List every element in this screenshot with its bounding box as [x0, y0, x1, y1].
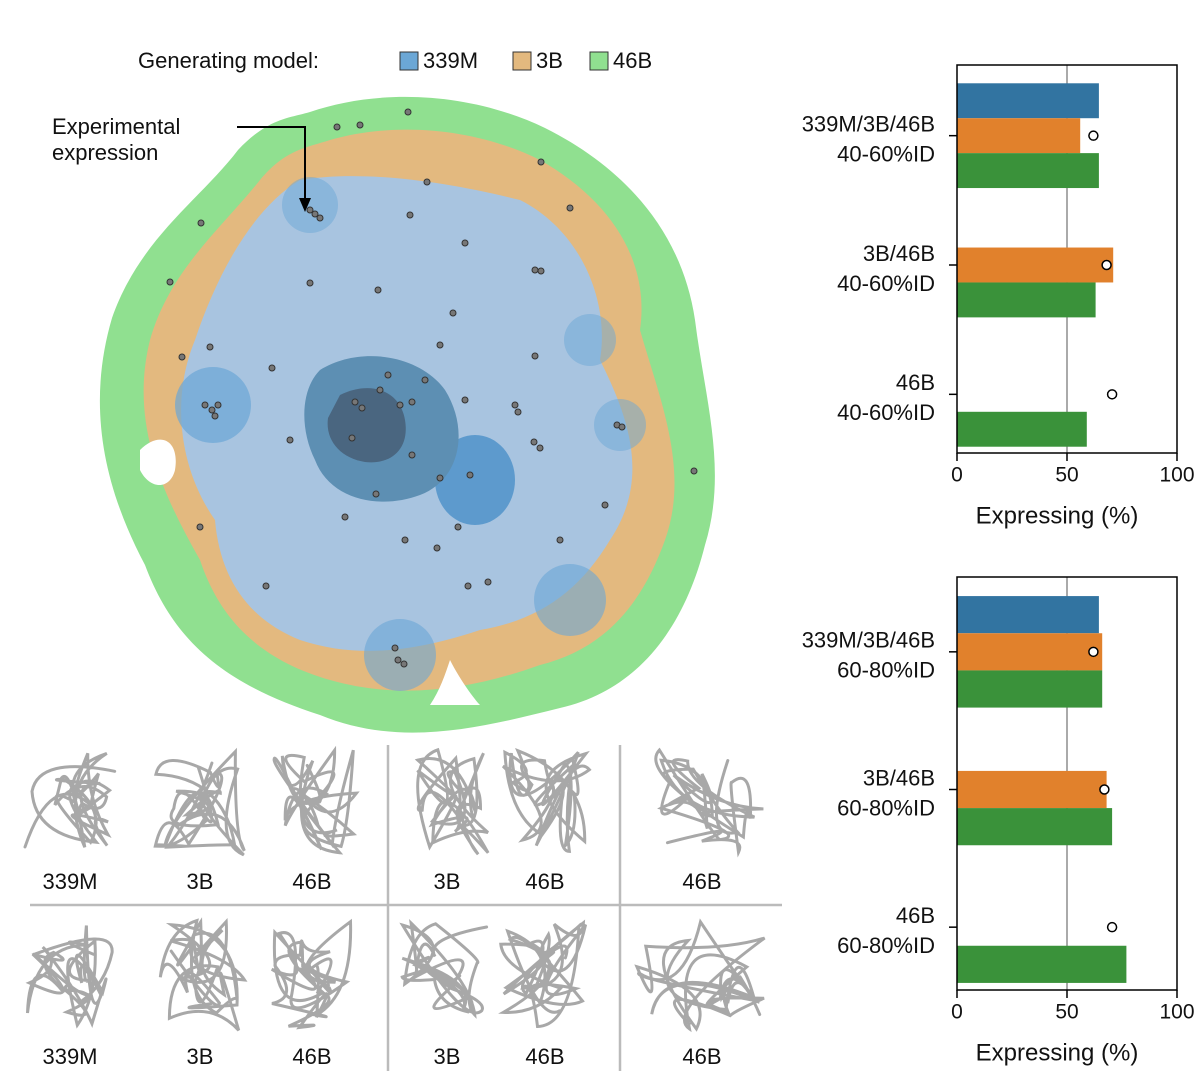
bar	[957, 596, 1099, 634]
structure-icon	[634, 918, 766, 1033]
density-core	[327, 388, 406, 463]
x-tick-label: 50	[1055, 1001, 1078, 1024]
structure-icon	[270, 918, 353, 1030]
density-peak	[364, 619, 436, 691]
bar	[957, 670, 1103, 708]
y-tick-label: 46B	[896, 903, 935, 928]
density-peak	[282, 177, 338, 233]
x-axis-label: Expressing (%)	[976, 1039, 1139, 1066]
structure-icon	[153, 747, 246, 857]
bar	[957, 118, 1081, 154]
annotation-arrowhead	[299, 198, 311, 212]
y-tick-label: 3B/46B	[863, 241, 935, 266]
expression-points	[166, 108, 698, 668]
structure-icon	[399, 918, 489, 1019]
structure-label: 46B	[525, 1044, 564, 1069]
structure-icon	[414, 747, 490, 856]
bar	[957, 282, 1096, 318]
bar	[957, 411, 1087, 447]
structure-label: 3B	[434, 1044, 461, 1069]
bar	[957, 770, 1107, 809]
marker	[1106, 921, 1118, 933]
density-map	[99, 96, 715, 733]
y-tick-label: 60-80%ID	[837, 658, 935, 683]
x-tick-label: 0	[951, 1001, 963, 1024]
bar	[957, 808, 1113, 846]
y-tick-label: 46B	[896, 370, 935, 395]
structure-label: 3B	[434, 869, 461, 894]
density-peak	[564, 314, 616, 366]
structure-icon	[23, 751, 117, 849]
y-tick-label: 40-60%ID	[837, 271, 935, 296]
structure-label: 46B	[682, 1044, 721, 1069]
structure-icon	[158, 917, 248, 1032]
bar	[957, 945, 1127, 983]
structure-label: 46B	[292, 1044, 331, 1069]
annotation: expression	[52, 140, 158, 165]
y-tick-label: 339M/3B/46B	[802, 628, 935, 653]
structure-label: 3B	[187, 869, 214, 894]
marker	[1099, 784, 1110, 795]
y-tick-label: 40-60%ID	[837, 400, 935, 425]
x-tick-label: 0	[951, 464, 963, 487]
legend-label: 339M	[423, 48, 478, 73]
legend-title: Generating model:	[138, 48, 319, 73]
marker	[1101, 259, 1112, 271]
annotation-arrow	[237, 126, 306, 200]
legend-swatch	[399, 51, 419, 71]
structure-icon	[25, 925, 114, 1029]
y-tick-label: 60-80%ID	[837, 795, 935, 820]
density-hole	[140, 439, 480, 705]
annotation: Experimental	[52, 114, 180, 139]
structure-icon	[498, 919, 588, 1029]
marker	[1106, 389, 1118, 400]
y-tick-label: 40-60%ID	[837, 141, 935, 166]
bar	[957, 247, 1114, 283]
density-peak	[534, 564, 606, 636]
structure-label: 46B	[682, 869, 721, 894]
x-tick-label: 100	[1159, 1001, 1194, 1024]
legend-label: 46B	[613, 48, 652, 73]
legend-swatch	[512, 51, 532, 71]
structure-icon	[654, 747, 764, 858]
structure-icon	[501, 747, 592, 853]
x-tick-label: 100	[1159, 464, 1194, 487]
y-tick-label: 60-80%ID	[837, 933, 935, 958]
density-peak	[175, 367, 251, 443]
structure-label: 46B	[292, 869, 331, 894]
legend-swatch	[589, 51, 609, 71]
y-tick-label: 339M/3B/46B	[802, 111, 935, 136]
x-tick-label: 50	[1055, 464, 1078, 487]
marker	[1088, 130, 1099, 141]
structure-label: 339M	[42, 1044, 97, 1069]
bar	[957, 633, 1103, 671]
x-axis-label: Expressing (%)	[976, 502, 1139, 529]
structure-label: 339M	[42, 869, 97, 894]
bar	[957, 153, 1099, 189]
marker	[1088, 646, 1099, 658]
structure-icon	[272, 745, 360, 855]
y-tick-label: 3B/46B	[863, 765, 935, 790]
structure-label: 3B	[187, 1044, 214, 1069]
bar	[957, 83, 1099, 119]
legend-label: 3B	[536, 48, 563, 73]
structure-label: 46B	[525, 869, 564, 894]
